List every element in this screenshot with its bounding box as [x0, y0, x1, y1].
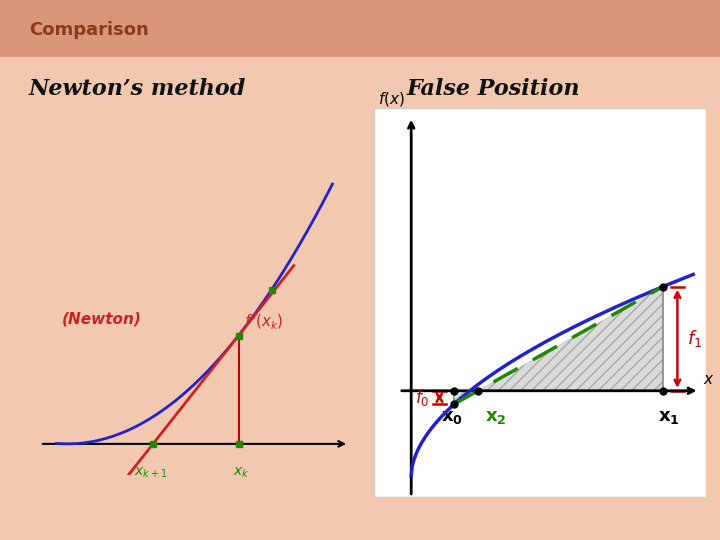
- Text: $f_1$: $f_1$: [687, 328, 703, 349]
- Text: $x$: $x$: [703, 372, 715, 387]
- Text: $f_0$: $f_0$: [415, 387, 430, 408]
- Text: $x_k$: $x_k$: [233, 466, 250, 480]
- Text: $x_{k+1}$: $x_{k+1}$: [133, 466, 167, 480]
- Text: Newton’s method: Newton’s method: [29, 78, 246, 100]
- Polygon shape: [454, 391, 478, 404]
- Text: $\mathbf{x_1}$: $\mathbf{x_1}$: [658, 408, 680, 427]
- Polygon shape: [478, 287, 662, 391]
- Text: (Newton): (Newton): [62, 311, 142, 326]
- Text: Comparison: Comparison: [29, 21, 148, 39]
- Text: $f\,'(x_k)$: $f\,'(x_k)$: [244, 312, 284, 331]
- Text: False Position: False Position: [407, 78, 580, 100]
- Text: $\mathbf{x_2}$: $\mathbf{x_2}$: [485, 408, 507, 427]
- Text: $f(x)$: $f(x)$: [378, 90, 405, 108]
- Text: $\mathbf{x_0}$: $\mathbf{x_0}$: [441, 408, 463, 427]
- Bar: [0, 0, 720, 57]
